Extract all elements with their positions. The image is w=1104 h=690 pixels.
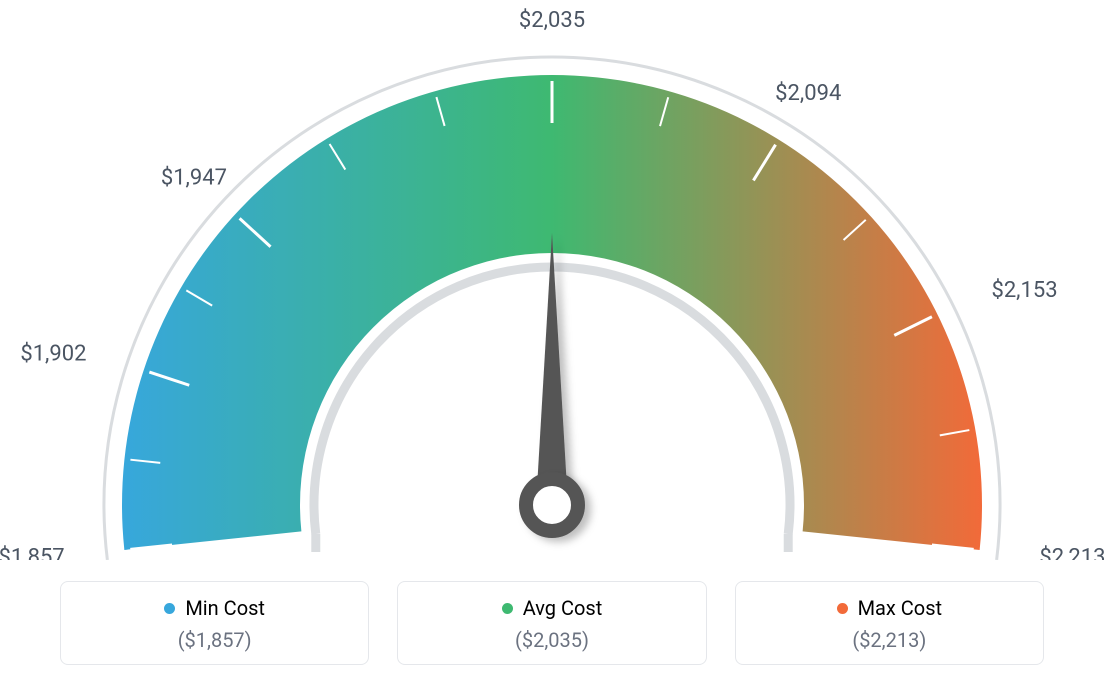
gauge-tick-label: $1,947	[161, 165, 227, 190]
legend-max: Max Cost ($2,213)	[735, 581, 1044, 665]
gauge-tick-label: $1,902	[20, 342, 86, 367]
legend-dot-avg	[502, 603, 513, 614]
legend-value-min: ($1,857)	[71, 628, 358, 652]
legend-min: Min Cost ($1,857)	[60, 581, 369, 665]
gauge-tick-label: $2,213	[1039, 545, 1104, 560]
legend-value-avg: ($2,035)	[408, 628, 695, 652]
legend-label-min: Min Cost	[185, 596, 265, 620]
legend-label-max: Max Cost	[858, 596, 943, 620]
gauge-hub	[526, 479, 578, 531]
gauge-needle	[536, 233, 568, 505]
gauge-tick-label: $2,153	[991, 278, 1057, 303]
legend-row: Min Cost ($1,857) Avg Cost ($2,035) Max …	[0, 581, 1104, 665]
gauge-tick-label: $2,094	[775, 81, 841, 106]
legend-dot-max	[837, 603, 848, 614]
legend-value-max: ($2,213)	[746, 628, 1033, 652]
gauge-tick-label: $2,035	[519, 8, 585, 33]
gauge-svg: $1,857 $1,902 $1,947 $2,035 $2,094 $2,153 $2,2…	[0, 0, 1104, 560]
legend-avg: Avg Cost ($2,035)	[397, 581, 706, 665]
legend-dot-min	[164, 603, 175, 614]
cost-gauge-chart: $1,857 $1,902 $1,947 $2,035 $2,094 $2,153 $2,2…	[0, 0, 1104, 690]
gauge-tick-label: $1,857	[0, 545, 65, 560]
legend-label-avg: Avg Cost	[523, 596, 603, 620]
